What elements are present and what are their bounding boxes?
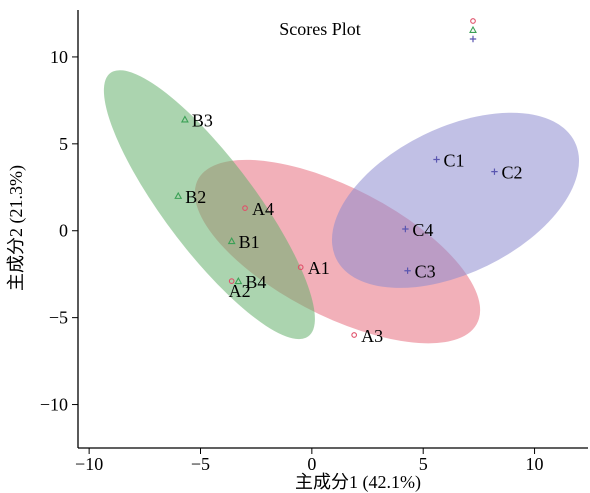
y-tick-label: 10	[50, 47, 68, 67]
data-point-c1	[433, 156, 440, 163]
chart-title: Scores Plot	[279, 19, 361, 39]
point-label-c4: C4	[412, 220, 433, 240]
x-axis-label: 主成分1 (42.1%)	[295, 472, 421, 493]
data-point-a3	[351, 332, 358, 338]
y-tick-label: −10	[40, 395, 68, 415]
y-tick-label: −5	[49, 308, 68, 328]
y-tick-label: 5	[59, 134, 68, 154]
point-label-b4: B4	[245, 272, 266, 292]
legend-marker-3	[469, 35, 477, 43]
x-tick-label: −10	[75, 454, 103, 474]
point-label-c1: C1	[444, 150, 465, 170]
data-point-b2	[174, 191, 183, 199]
point-label-c3: C3	[415, 262, 436, 282]
point-label-a2: A2	[229, 281, 251, 301]
data-point-c3	[404, 267, 411, 274]
confidence-ellipse-group-2	[103, 70, 315, 340]
confidence-ellipse-group-3	[331, 112, 580, 288]
point-label-a3: A3	[361, 326, 383, 346]
point-label-b2: B2	[185, 187, 206, 207]
x-tick-label: 0	[307, 454, 316, 474]
data-point-b4	[234, 277, 243, 285]
point-label-a4: A4	[252, 199, 274, 219]
y-axis-label: 主成分2 (21.3%)	[6, 165, 27, 291]
data-point-b3	[180, 115, 189, 123]
x-tick-label: −5	[191, 454, 210, 474]
legend	[469, 18, 477, 43]
plot-axes	[77, 10, 588, 449]
data-points: A1 A2 A3 A4 B1 B2 B3 B4 C1 C2 C3 C4	[174, 111, 522, 346]
data-point-a2	[228, 278, 235, 284]
y-tick-label: 0	[59, 221, 68, 241]
confidence-ellipses	[103, 70, 580, 344]
data-point-b1	[227, 237, 236, 245]
point-label-b3: B3	[192, 111, 213, 131]
axis-ticks: −10 −5 0 5 10 −10 −5 0 5 10	[40, 47, 544, 474]
data-point-c2	[491, 168, 498, 175]
x-tick-label: 10	[526, 454, 544, 474]
data-point-a4	[242, 205, 248, 211]
data-point-a1	[297, 264, 304, 271]
point-label-c2: C2	[501, 163, 522, 183]
point-label-a1: A1	[308, 258, 330, 278]
point-label-b1: B1	[239, 232, 260, 252]
x-tick-label: 5	[419, 454, 428, 474]
data-point-c4	[402, 225, 409, 233]
legend-marker-2	[469, 25, 477, 33]
legend-marker-1	[470, 18, 476, 24]
